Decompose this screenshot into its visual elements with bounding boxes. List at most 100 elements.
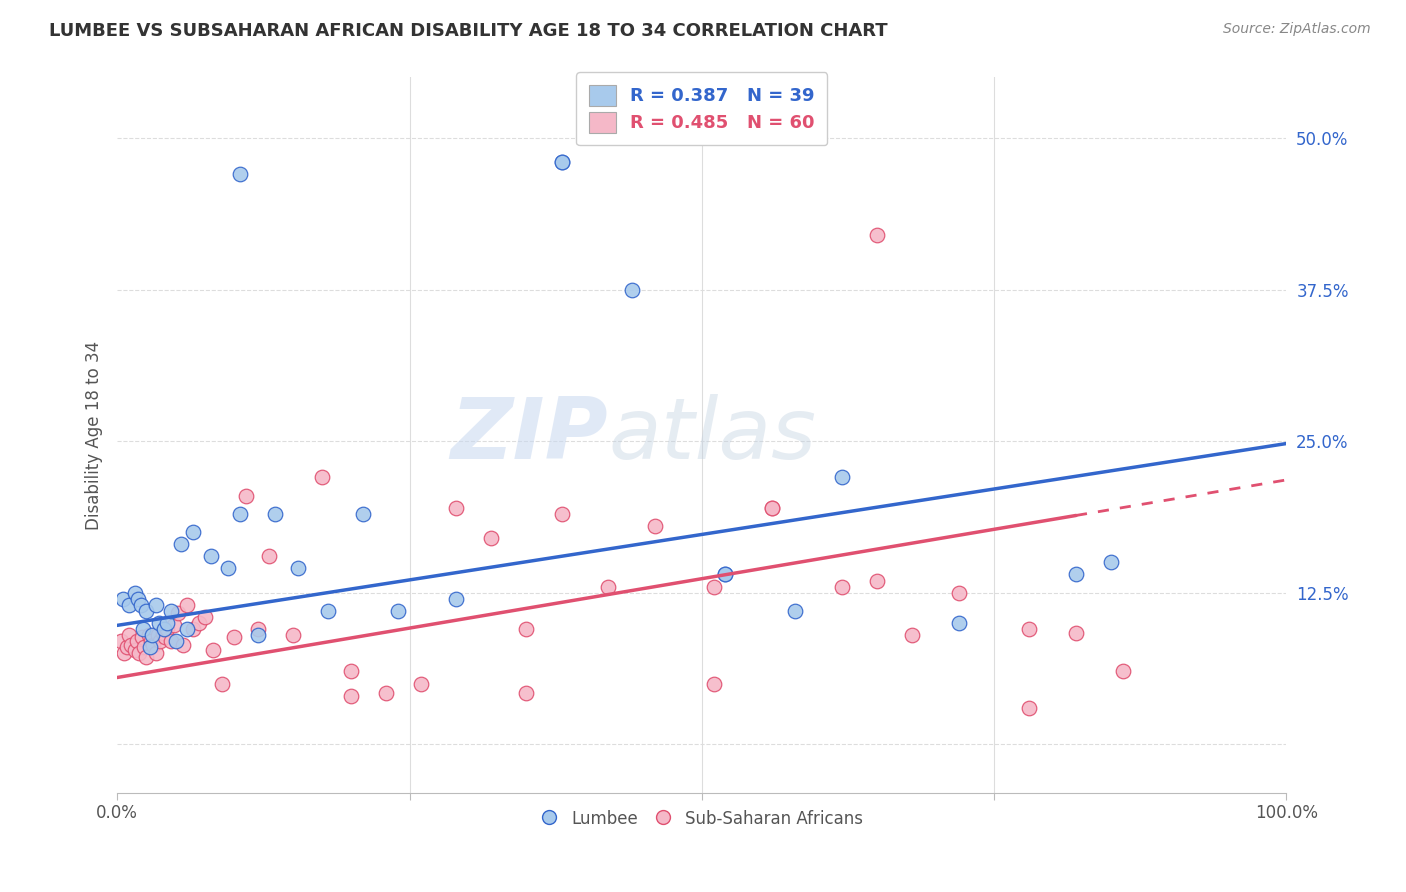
Point — [229, 507, 252, 521]
Point — [515, 622, 537, 636]
Point — [181, 524, 204, 539]
Point — [761, 500, 783, 515]
Point — [112, 646, 135, 660]
Point — [224, 631, 246, 645]
Point — [316, 604, 339, 618]
Point — [135, 649, 157, 664]
Y-axis label: Disability Age 18 to 34: Disability Age 18 to 34 — [86, 341, 103, 530]
Point — [160, 634, 183, 648]
Point — [714, 567, 737, 582]
Legend: Lumbee, Sub-Saharan Africans: Lumbee, Sub-Saharan Africans — [534, 803, 869, 834]
Point — [135, 604, 157, 618]
Point — [167, 606, 190, 620]
Point — [124, 585, 146, 599]
Point — [139, 640, 162, 655]
Point — [153, 622, 176, 636]
Point — [129, 598, 152, 612]
Point — [112, 591, 135, 606]
Point — [149, 634, 172, 648]
Point — [118, 598, 141, 612]
Point — [785, 604, 807, 618]
Point — [163, 618, 186, 632]
Point — [165, 634, 187, 648]
Point — [211, 676, 233, 690]
Point — [598, 580, 620, 594]
Point — [1018, 700, 1040, 714]
Point — [620, 283, 643, 297]
Point — [1112, 665, 1135, 679]
Point — [132, 622, 155, 636]
Point — [387, 604, 409, 618]
Point — [120, 638, 142, 652]
Point — [831, 580, 853, 594]
Point — [235, 489, 257, 503]
Point — [479, 531, 502, 545]
Point — [138, 628, 160, 642]
Point — [352, 507, 374, 521]
Point — [127, 591, 149, 606]
Point — [281, 628, 304, 642]
Point — [264, 507, 287, 521]
Point — [141, 628, 163, 642]
Point — [1018, 622, 1040, 636]
Point — [644, 519, 666, 533]
Point — [948, 585, 970, 599]
Point — [118, 628, 141, 642]
Point — [176, 622, 198, 636]
Point — [446, 500, 468, 515]
Point — [761, 500, 783, 515]
Point — [132, 640, 155, 655]
Point — [152, 625, 174, 640]
Point — [145, 646, 167, 660]
Point — [125, 634, 148, 648]
Point — [866, 574, 889, 588]
Point — [146, 628, 169, 642]
Point — [515, 686, 537, 700]
Point — [311, 470, 333, 484]
Point — [866, 227, 889, 242]
Point — [160, 604, 183, 618]
Point — [702, 676, 724, 690]
Point — [176, 598, 198, 612]
Point — [139, 634, 162, 648]
Point — [831, 470, 853, 484]
Point — [246, 622, 269, 636]
Point — [181, 622, 204, 636]
Point — [170, 537, 193, 551]
Point — [229, 168, 252, 182]
Point — [550, 155, 572, 169]
Point — [156, 615, 179, 630]
Point — [172, 638, 194, 652]
Point — [153, 631, 176, 645]
Point — [446, 591, 468, 606]
Point — [200, 549, 222, 564]
Text: ZIP: ZIP — [451, 393, 609, 476]
Point — [340, 689, 363, 703]
Point — [375, 686, 398, 700]
Point — [714, 567, 737, 582]
Point — [550, 507, 572, 521]
Text: Source: ZipAtlas.com: Source: ZipAtlas.com — [1223, 22, 1371, 37]
Point — [148, 615, 170, 630]
Point — [142, 638, 165, 652]
Point — [257, 549, 280, 564]
Point — [1064, 567, 1087, 582]
Point — [128, 646, 150, 660]
Point — [287, 561, 309, 575]
Point — [131, 631, 153, 645]
Point — [1064, 625, 1087, 640]
Point — [145, 598, 167, 612]
Point — [194, 610, 217, 624]
Point — [188, 615, 211, 630]
Point — [246, 628, 269, 642]
Point — [156, 622, 179, 636]
Point — [550, 155, 572, 169]
Point — [340, 665, 363, 679]
Point — [202, 642, 225, 657]
Point — [124, 642, 146, 657]
Point — [1099, 555, 1122, 569]
Point — [411, 676, 433, 690]
Point — [948, 615, 970, 630]
Point — [901, 628, 924, 642]
Text: atlas: atlas — [609, 393, 817, 476]
